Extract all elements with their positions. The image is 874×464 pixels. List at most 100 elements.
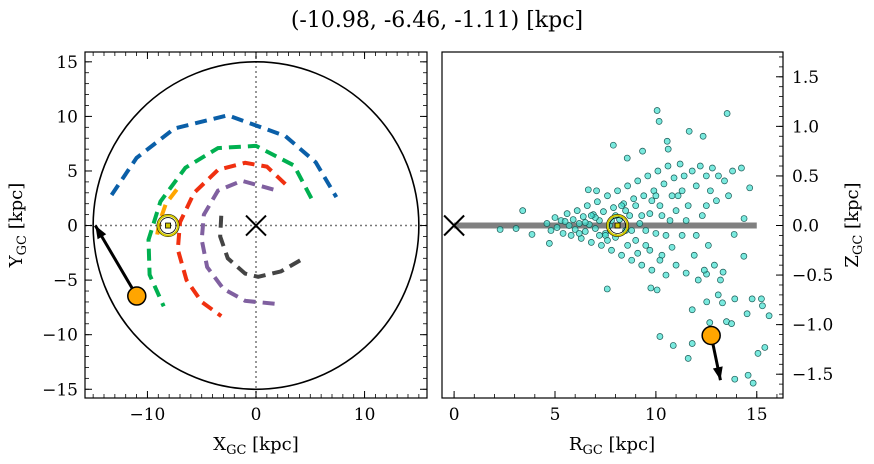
right-ylabel: ZGC [kpc] bbox=[842, 182, 866, 267]
scatter-point bbox=[678, 187, 686, 195]
scatter-point bbox=[748, 295, 756, 303]
scatter-point bbox=[632, 202, 640, 210]
scatter-point bbox=[646, 210, 654, 217]
scatter-point bbox=[711, 261, 718, 269]
scatter-point bbox=[740, 215, 748, 222]
scatter-point bbox=[723, 110, 731, 117]
scatter-point bbox=[668, 192, 676, 200]
spiral-arm-2 bbox=[175, 160, 287, 318]
scatter-point bbox=[630, 195, 638, 203]
scatter-point bbox=[600, 208, 607, 215]
scatter-point bbox=[614, 187, 621, 195]
x-tick-label: 15 bbox=[746, 405, 768, 425]
scatter-point bbox=[653, 286, 661, 294]
scatter-point bbox=[623, 154, 631, 162]
scatter-point bbox=[496, 226, 504, 233]
spiral-arm-4 bbox=[218, 215, 305, 279]
scatter-point bbox=[703, 298, 711, 306]
scatter-point bbox=[652, 192, 660, 200]
scatter-point bbox=[632, 237, 640, 244]
scatter-point bbox=[669, 342, 677, 349]
scatter-point bbox=[702, 202, 710, 210]
scatter-point bbox=[594, 198, 601, 206]
scatter-point bbox=[685, 127, 693, 135]
scatter-point bbox=[684, 202, 692, 210]
y-tick-label: 0.0 bbox=[792, 216, 819, 236]
scatter-point bbox=[743, 310, 751, 318]
scatter-point bbox=[587, 238, 595, 246]
scatter-point bbox=[598, 241, 605, 249]
scatter-point bbox=[638, 261, 646, 269]
scatter-point bbox=[765, 312, 773, 320]
y-tick-label: 5 bbox=[67, 162, 78, 182]
left-ylabel: YGC [kpc] bbox=[6, 183, 30, 269]
y-tick-label: −5 bbox=[53, 271, 78, 291]
scatter-point bbox=[688, 306, 696, 314]
scatter-point bbox=[704, 241, 712, 249]
scatter-point bbox=[668, 243, 676, 251]
scatter-point bbox=[634, 177, 642, 185]
scatter-point bbox=[604, 237, 611, 244]
scatter-point bbox=[644, 172, 652, 180]
scatter-point bbox=[656, 333, 664, 340]
scatter-point bbox=[731, 375, 739, 383]
sun-marker-inner bbox=[609, 217, 626, 234]
scatter-point bbox=[682, 217, 690, 224]
scatter-point bbox=[596, 232, 603, 239]
scatter-point bbox=[702, 172, 710, 180]
scatter-point bbox=[731, 295, 739, 303]
sun-marker-ring bbox=[606, 214, 629, 237]
scatter-point bbox=[717, 276, 724, 284]
scatter-point bbox=[642, 241, 650, 249]
y-tick-label: 0.5 bbox=[792, 167, 819, 187]
x-tick-label: 10 bbox=[354, 405, 376, 425]
spiral-arm-3 bbox=[199, 178, 279, 307]
scatter-point bbox=[682, 269, 690, 277]
scatter-point bbox=[754, 350, 762, 357]
scatter-point bbox=[638, 212, 646, 219]
scatter-point bbox=[680, 172, 688, 180]
scatter-point bbox=[694, 276, 702, 284]
x-tick-label: 10 bbox=[645, 405, 667, 425]
object-marker bbox=[701, 325, 721, 346]
scatter-point bbox=[603, 285, 611, 293]
scatter-point bbox=[609, 141, 617, 149]
scatter-point bbox=[664, 145, 672, 153]
scatter-point bbox=[563, 210, 571, 217]
scatter-point bbox=[706, 319, 714, 327]
scatter-point bbox=[591, 225, 599, 232]
y-tick-label: 15 bbox=[56, 53, 78, 73]
scatter-point bbox=[610, 204, 617, 212]
scatter-point bbox=[636, 220, 644, 227]
scatter-point bbox=[713, 197, 720, 205]
scatter-point bbox=[662, 232, 670, 239]
scatter-point bbox=[692, 232, 700, 239]
scatter-point bbox=[545, 239, 553, 247]
scatter-point bbox=[656, 256, 664, 264]
x-tick-label: 0 bbox=[449, 405, 460, 425]
scatter-point bbox=[700, 266, 708, 274]
scatter-point bbox=[688, 167, 696, 175]
scatter-point bbox=[648, 197, 656, 205]
scatter-point bbox=[746, 184, 754, 192]
y-tick-label: 10 bbox=[56, 107, 78, 127]
scatter-point bbox=[604, 192, 611, 200]
scatter-point bbox=[587, 212, 595, 219]
scatter-point bbox=[639, 147, 646, 155]
scatter-point bbox=[684, 354, 692, 362]
scatter-point bbox=[663, 137, 671, 145]
scatter-point bbox=[696, 162, 704, 170]
scatter-point bbox=[654, 167, 662, 175]
y-tick-label: −15 bbox=[42, 380, 78, 400]
scatter-point bbox=[565, 222, 573, 229]
scatter-point bbox=[676, 160, 684, 168]
scatter-point bbox=[721, 177, 728, 185]
scatter-point bbox=[715, 172, 722, 180]
scatter-point bbox=[699, 132, 707, 140]
scatter-point bbox=[628, 227, 636, 234]
scatter-point bbox=[730, 231, 738, 238]
right-panel-rz: 0 5 10 15 −1.5 −1.0 −0.5 0.0 0.5 1.0 1.5 RGC [kpc]… bbox=[441, 51, 866, 458]
scatter-point bbox=[670, 174, 678, 182]
scatter-point bbox=[714, 291, 722, 299]
scatter-point bbox=[658, 212, 666, 219]
